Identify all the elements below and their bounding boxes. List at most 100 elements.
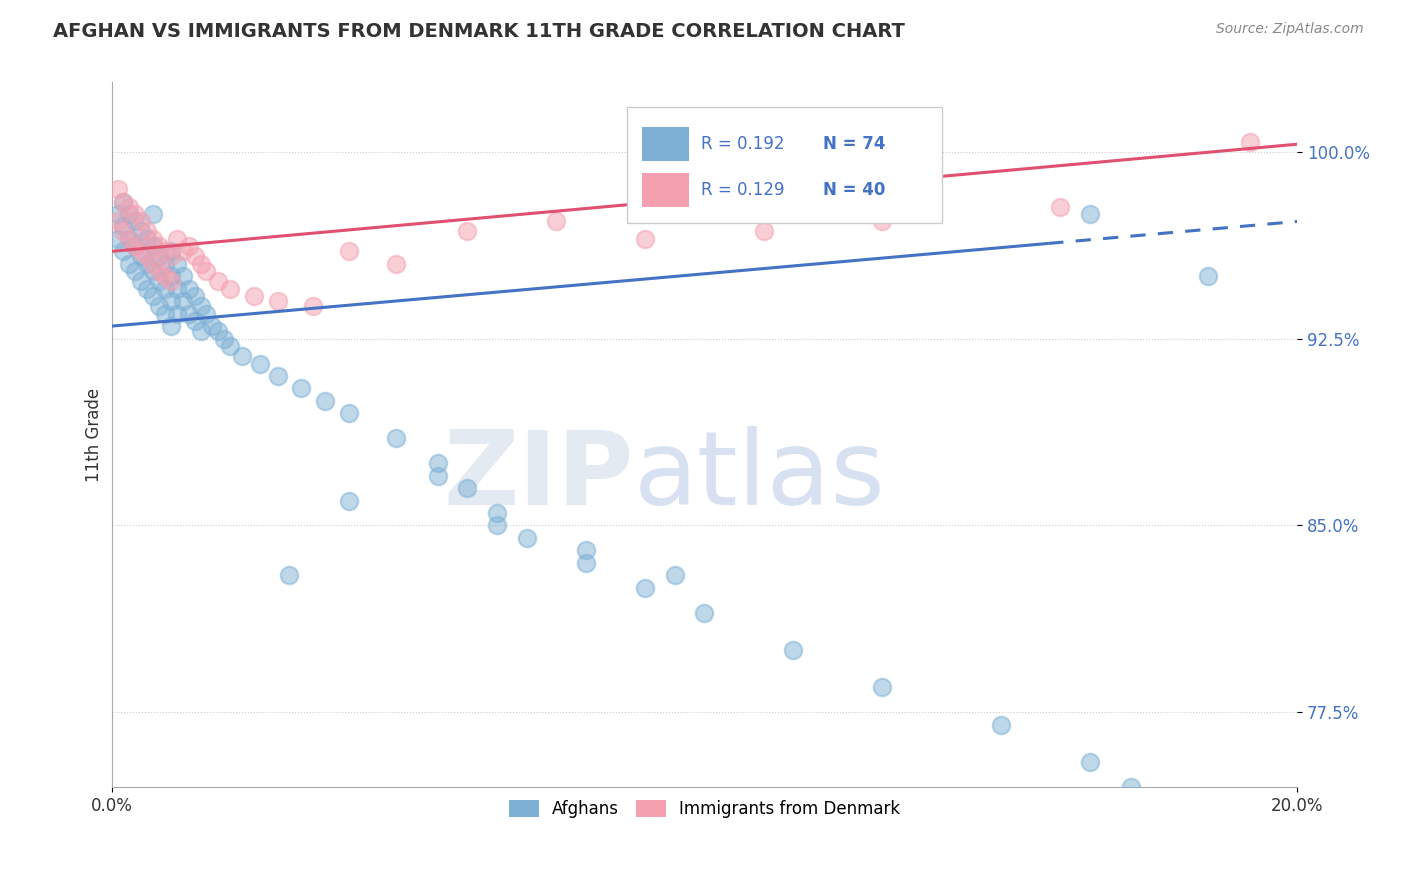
Point <box>201 319 224 334</box>
Point <box>160 274 183 288</box>
Point <box>112 194 135 209</box>
FancyBboxPatch shape <box>641 127 689 161</box>
Point <box>177 282 200 296</box>
Point <box>160 294 183 309</box>
Point <box>214 332 236 346</box>
Point <box>990 718 1012 732</box>
Point <box>118 200 141 214</box>
Point <box>1049 200 1071 214</box>
Point <box>166 307 188 321</box>
Point <box>166 282 188 296</box>
Point <box>160 244 183 259</box>
Point <box>153 282 176 296</box>
Point <box>136 257 159 271</box>
Point <box>337 493 360 508</box>
Point <box>177 239 200 253</box>
Point <box>153 257 176 271</box>
Point <box>148 299 170 313</box>
Point <box>575 543 598 558</box>
Point <box>118 232 141 246</box>
Point <box>166 232 188 246</box>
FancyBboxPatch shape <box>627 106 942 223</box>
Point <box>112 194 135 209</box>
Point <box>693 606 716 620</box>
Point <box>870 681 893 695</box>
Point <box>136 282 159 296</box>
Point <box>136 249 159 263</box>
Point <box>782 643 804 657</box>
Point <box>160 249 183 263</box>
Point <box>1121 780 1143 794</box>
Text: R = 0.129: R = 0.129 <box>700 181 785 199</box>
Point <box>166 257 188 271</box>
Point <box>172 269 194 284</box>
Point <box>426 456 449 470</box>
Point <box>172 294 194 309</box>
Point <box>485 506 508 520</box>
Point <box>190 257 212 271</box>
Point <box>129 224 152 238</box>
Point <box>148 274 170 288</box>
Point <box>124 207 146 221</box>
Point <box>148 264 170 278</box>
Point <box>243 289 266 303</box>
Point <box>118 232 141 246</box>
Point <box>575 556 598 570</box>
Point <box>219 282 242 296</box>
Point <box>195 307 218 321</box>
Point <box>1197 269 1219 284</box>
Point <box>1078 756 1101 770</box>
Point <box>190 299 212 313</box>
Point <box>195 264 218 278</box>
Point <box>634 232 657 246</box>
Point <box>485 518 508 533</box>
Text: Source: ZipAtlas.com: Source: ZipAtlas.com <box>1216 22 1364 37</box>
Point <box>107 182 129 196</box>
Point <box>107 232 129 246</box>
Point <box>385 431 408 445</box>
Point <box>426 468 449 483</box>
Point <box>129 274 152 288</box>
Legend: Afghans, Immigrants from Denmark: Afghans, Immigrants from Denmark <box>502 793 907 825</box>
Point <box>118 257 141 271</box>
Point <box>107 214 129 228</box>
Point <box>107 207 129 221</box>
Point <box>112 219 135 234</box>
Point <box>249 357 271 371</box>
Point <box>142 207 165 221</box>
Point <box>266 294 288 309</box>
Y-axis label: 11th Grade: 11th Grade <box>86 387 103 482</box>
Point <box>183 289 205 303</box>
Point <box>129 214 152 228</box>
Text: AFGHAN VS IMMIGRANTS FROM DENMARK 11TH GRADE CORRELATION CHART: AFGHAN VS IMMIGRANTS FROM DENMARK 11TH G… <box>53 22 905 41</box>
Point <box>112 224 135 238</box>
Point <box>148 249 170 263</box>
Point <box>266 368 288 383</box>
Text: N = 74: N = 74 <box>823 135 886 153</box>
Text: ZIP: ZIP <box>443 426 633 527</box>
Point <box>129 249 152 263</box>
Point <box>664 568 686 582</box>
Point <box>183 249 205 263</box>
Point <box>183 314 205 328</box>
Point <box>302 299 325 313</box>
Point <box>124 214 146 228</box>
Point <box>337 244 360 259</box>
Point <box>207 324 229 338</box>
Point <box>153 244 176 259</box>
Point <box>142 257 165 271</box>
Point <box>148 239 170 253</box>
Point <box>207 274 229 288</box>
Point <box>142 264 165 278</box>
Point <box>752 224 775 238</box>
Point <box>160 319 183 334</box>
Point <box>278 568 301 582</box>
Point <box>118 207 141 221</box>
Point <box>177 307 200 321</box>
Point <box>1078 207 1101 221</box>
Text: R = 0.192: R = 0.192 <box>700 135 785 153</box>
Point <box>124 264 146 278</box>
Point <box>290 381 312 395</box>
Text: N = 40: N = 40 <box>823 181 886 199</box>
Point <box>112 244 135 259</box>
